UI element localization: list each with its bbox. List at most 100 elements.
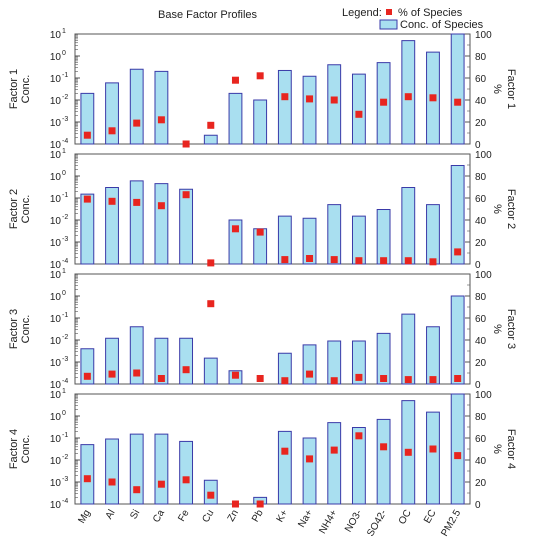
percent-marker bbox=[157, 480, 165, 488]
percent-marker bbox=[182, 191, 190, 199]
left-tick-label: 10 bbox=[50, 336, 62, 347]
percent-marker bbox=[429, 94, 437, 102]
percent-marker bbox=[133, 369, 141, 377]
left-tick-exponent: 1 bbox=[62, 388, 66, 395]
conc-bar bbox=[426, 204, 440, 265]
conc-bar bbox=[401, 313, 416, 385]
left-tick-label: 10 bbox=[50, 52, 62, 63]
percent-marker bbox=[404, 448, 412, 456]
percent-marker bbox=[207, 300, 215, 308]
conc-bar bbox=[129, 433, 144, 505]
category-label: Al bbox=[104, 508, 118, 521]
right-tick-label: 60 bbox=[475, 314, 487, 325]
right-axis-label: Factor 3 bbox=[505, 309, 517, 349]
right-tick-label: 60 bbox=[475, 74, 487, 85]
conc-bar bbox=[376, 332, 391, 385]
left-tick-label: 10 bbox=[50, 74, 62, 85]
right-tick-label: 20 bbox=[475, 358, 487, 369]
conc-bar bbox=[351, 73, 366, 145]
conc-bar bbox=[277, 215, 292, 265]
right-tick-label: 0 bbox=[475, 260, 481, 271]
percent-marker bbox=[207, 491, 215, 499]
conc-bar bbox=[154, 337, 169, 385]
percent-marker bbox=[306, 255, 314, 262]
left-tick-label: 10 bbox=[50, 194, 62, 205]
right-tick-label: 100 bbox=[475, 30, 492, 41]
category-labels: Mg Al Si Ca Fe Cu Zn Pb K+ Na+ NH4+ NO3- SO42- OC EC PM… bbox=[76, 508, 463, 539]
category-label: Zn bbox=[226, 508, 241, 524]
left-axis-sublabel: Conc. bbox=[20, 75, 32, 104]
percent-marker bbox=[157, 202, 165, 210]
right-tick-label: 0 bbox=[475, 140, 481, 151]
conc-bar bbox=[277, 69, 292, 145]
percent-marker bbox=[380, 375, 388, 382]
left-tick-label: 10 bbox=[50, 390, 62, 401]
category-label: SO42- bbox=[365, 508, 389, 539]
right-tick-label: 60 bbox=[475, 434, 487, 445]
category-label: K+ bbox=[275, 508, 291, 524]
conc-bar bbox=[426, 326, 440, 385]
left-tick-label: 10 bbox=[50, 500, 62, 511]
conc-bar bbox=[401, 187, 416, 265]
conc-bar bbox=[228, 92, 243, 145]
left-tick-label: 10 bbox=[50, 150, 62, 161]
left-tick-exponent: -4 bbox=[62, 138, 68, 145]
right-tick-label: 20 bbox=[475, 118, 487, 129]
right-tick-label: 40 bbox=[475, 336, 487, 347]
percent-marker bbox=[256, 500, 264, 508]
category-label: EC bbox=[422, 508, 438, 526]
left-tick-exponent: -1 bbox=[62, 432, 68, 439]
percent-marker bbox=[133, 119, 141, 127]
left-tick-label: 10 bbox=[50, 118, 62, 129]
conc-bar bbox=[426, 411, 440, 505]
conc-bar bbox=[450, 393, 465, 505]
percent-marker bbox=[231, 76, 239, 84]
percent-marker bbox=[454, 452, 462, 460]
percent-marker bbox=[157, 116, 165, 124]
left-tick-label: 10 bbox=[50, 358, 62, 369]
category-label: Na+ bbox=[296, 508, 315, 530]
percent-marker bbox=[207, 121, 215, 129]
right-axis-unit: % bbox=[491, 444, 503, 454]
left-axis-sublabel: Conc. bbox=[20, 435, 32, 464]
right-tick-label: 80 bbox=[475, 52, 487, 63]
left-tick-label: 10 bbox=[50, 434, 62, 445]
percent-marker bbox=[83, 372, 91, 380]
right-tick-label: 20 bbox=[475, 478, 487, 489]
conc-bar bbox=[327, 64, 342, 145]
percent-marker bbox=[231, 371, 239, 379]
percent-marker bbox=[355, 432, 363, 440]
right-axis-label: Factor 4 bbox=[505, 429, 517, 469]
conc-bar bbox=[105, 187, 119, 265]
right-tick-label: 80 bbox=[475, 292, 487, 303]
left-tick-label: 10 bbox=[50, 292, 62, 303]
legend-percent-marker bbox=[386, 9, 392, 15]
left-tick-exponent: -3 bbox=[62, 356, 68, 363]
left-axis-label: Factor 3 bbox=[8, 309, 20, 349]
conc-bar bbox=[302, 75, 317, 145]
left-axis-label: Factor 2 bbox=[8, 189, 20, 229]
conc-bar bbox=[203, 357, 218, 385]
conc-bar bbox=[253, 99, 268, 145]
left-tick-label: 10 bbox=[50, 30, 62, 41]
left-tick-exponent: -3 bbox=[62, 236, 68, 243]
conc-bar bbox=[376, 209, 391, 265]
right-axis-unit: % bbox=[491, 324, 503, 334]
percent-marker bbox=[454, 248, 462, 256]
right-tick-label: 100 bbox=[475, 390, 492, 401]
left-tick-label: 10 bbox=[50, 380, 62, 391]
right-tick-label: 40 bbox=[475, 96, 487, 107]
left-tick-label: 10 bbox=[50, 314, 62, 325]
conc-bar bbox=[450, 165, 465, 265]
right-tick-label: 40 bbox=[475, 456, 487, 467]
left-tick-label: 10 bbox=[50, 412, 62, 423]
left-axis-label: Factor 4 bbox=[8, 429, 20, 469]
percent-marker bbox=[231, 500, 239, 508]
left-tick-exponent: 1 bbox=[62, 268, 66, 275]
percent-marker bbox=[404, 257, 412, 265]
percent-marker bbox=[281, 377, 289, 385]
percent-marker bbox=[306, 95, 314, 103]
category-label: PM2.5 bbox=[439, 508, 463, 539]
